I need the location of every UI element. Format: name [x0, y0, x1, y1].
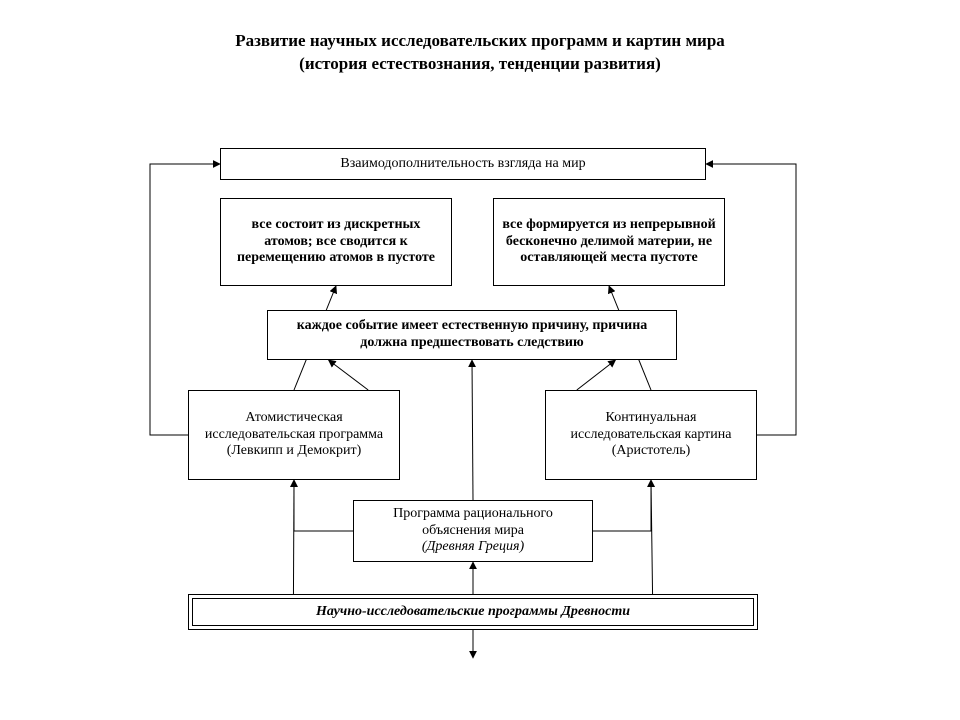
node-left_lower: Атомистическая исследовательская програм…	[188, 390, 400, 480]
node-middle: каждое событие имеет естественную причин…	[267, 310, 677, 360]
diagram-stage: Развитие научных исследовательских прогр…	[0, 0, 960, 720]
title-line-1: Развитие научных исследовательских прогр…	[235, 31, 725, 50]
title-line-2: (история естествознания, тенденции разви…	[299, 54, 661, 73]
node-right_lower: Континуальная исследовательская картина(…	[545, 390, 757, 480]
node-right_upper: все формируется из непрерывной бесконечн…	[493, 198, 725, 286]
node-program: Программа рационального объяснения мира(…	[353, 500, 593, 562]
node-top: Взаимодополнительность взгляда на мир	[220, 148, 706, 180]
node-bottom: Научно-исследовательские программы Древн…	[188, 594, 758, 630]
page-title: Развитие научных исследовательских прогр…	[0, 30, 960, 76]
node-left_upper: все состоит из дискретных атомов; все св…	[220, 198, 452, 286]
